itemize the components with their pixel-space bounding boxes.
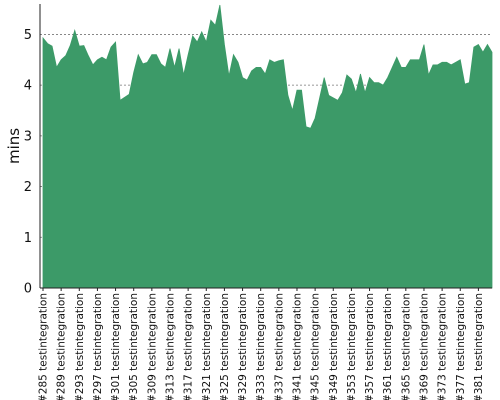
x-tick-label: #329 testintegration <box>237 293 249 400</box>
x-tick-label: #309 testintegration <box>146 293 158 400</box>
series-area <box>42 4 493 289</box>
x-tick-label: #321 testintegration <box>201 293 213 400</box>
x-tick-label: #297 testintegration <box>92 293 104 400</box>
x-tick-label: #301 testintegration <box>110 293 122 400</box>
y-tick-label: 2 <box>24 180 32 195</box>
x-tick-label: #341 testintegration <box>292 293 304 400</box>
x-tick-label: #361 testintegration <box>382 293 394 400</box>
x-tick-label: #313 testintegration <box>165 293 177 400</box>
x-tick-label: #285 testintegration <box>38 293 50 400</box>
x-tick-label: #345 testintegration <box>310 293 322 400</box>
y-tick-label: 3 <box>24 129 32 144</box>
x-tick-label: #289 testintegration <box>56 293 68 400</box>
x-tick-label: #373 testintegration <box>437 293 449 400</box>
x-tick-label: #325 testintegration <box>219 293 231 400</box>
x-tick-label: #293 testintegration <box>74 293 86 400</box>
y-tick-label: 5 <box>24 28 32 43</box>
x-tick-label: #377 testintegration <box>455 293 467 400</box>
axes <box>39 4 492 291</box>
x-tick-label: #369 testintegration <box>419 293 431 400</box>
x-tick-label: #337 testintegration <box>273 293 285 400</box>
y-tick-labels: 0 1 2 3 4 5 <box>24 28 32 297</box>
x-tick-label: #357 testintegration <box>364 293 376 400</box>
x-tick-label: #317 testintegration <box>183 293 195 400</box>
x-tick-label: #349 testintegration <box>328 293 340 400</box>
x-tick-labels: #285 testintegration #289 testintegration… <box>38 293 485 400</box>
y-tick-label: 4 <box>24 79 32 94</box>
y-tick-label: 1 <box>24 231 32 246</box>
x-tick-label: #305 testintegration <box>128 293 140 400</box>
x-tick-label: #381 testintegration <box>473 293 485 400</box>
y-tick-label: 0 <box>24 282 32 297</box>
y-axis-title: mins <box>5 128 23 164</box>
x-tick-label: #353 testintegration <box>346 293 358 400</box>
x-tick-label: #365 testintegration <box>400 293 412 400</box>
x-tick-label: #333 testintegration <box>255 293 267 400</box>
